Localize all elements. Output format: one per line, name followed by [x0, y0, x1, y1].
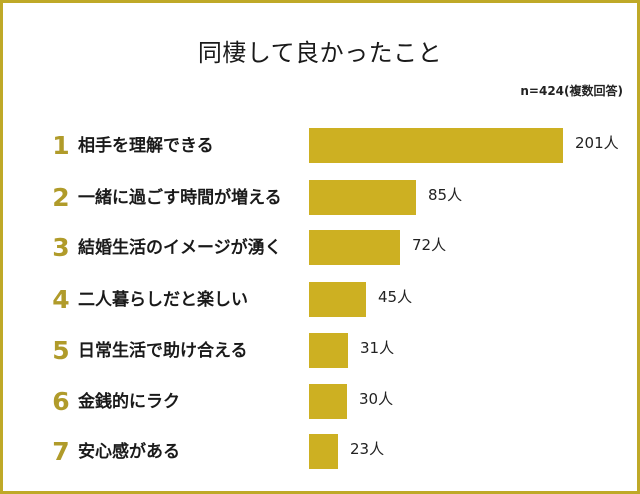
rank-number: 1	[52, 131, 70, 160]
value-label: 23人	[350, 440, 385, 458]
rank-number: 6	[52, 387, 70, 416]
bar	[309, 282, 366, 317]
bar-row: 7 安心感がある 23人	[3, 434, 637, 469]
category-label: 二人暮らしだと楽しい	[78, 290, 248, 310]
value-label: 45人	[378, 288, 413, 306]
bar	[309, 230, 400, 265]
value-label: 72人	[412, 236, 447, 254]
value-label: 201人	[575, 134, 619, 152]
bar	[309, 384, 347, 419]
bar	[309, 333, 348, 368]
rank-number: 5	[52, 336, 70, 365]
value-label: 31人	[360, 339, 395, 357]
value-label: 85人	[428, 186, 463, 204]
category-label: 結婚生活のイメージが湧く	[78, 238, 282, 258]
bar	[309, 180, 416, 215]
bar-row: 2 一緒に過ごす時間が増える 85人	[3, 180, 637, 215]
bar-row: 3 結婚生活のイメージが湧く 72人	[3, 230, 637, 265]
rank-number: 7	[52, 437, 70, 466]
category-label: 安心感がある	[78, 442, 180, 462]
value-label: 30人	[359, 390, 394, 408]
category-label: 日常生活で助け合える	[78, 341, 248, 361]
rank-number: 2	[52, 183, 70, 212]
category-label: 相手を理解できる	[78, 136, 214, 156]
bar-row: 5 日常生活で助け合える 31人	[3, 333, 637, 368]
chart-title: 同棲して良かったこと	[197, 39, 443, 67]
category-label: 一緒に過ごす時間が増える	[78, 188, 282, 208]
rank-number: 3	[52, 233, 70, 262]
bar	[309, 434, 338, 469]
sample-size-note: n=424(複数回答)	[520, 84, 623, 98]
bar-row: 6 金銭的にラク 30人	[3, 384, 637, 419]
bar-row: 4 二人暮らしだと楽しい 45人	[3, 282, 637, 317]
bar-row: 1 相手を理解できる 201人	[3, 128, 637, 163]
rank-number: 4	[52, 285, 70, 314]
bar	[309, 128, 563, 163]
category-label: 金銭的にラク	[78, 392, 180, 412]
